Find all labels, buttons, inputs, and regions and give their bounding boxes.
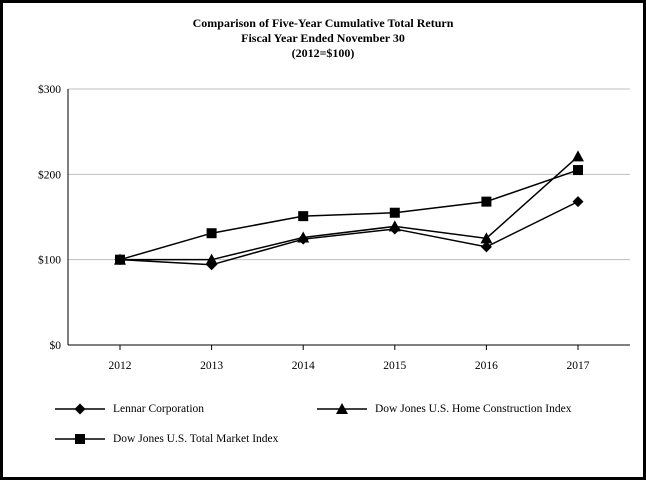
triangle-marker-icon <box>205 253 218 265</box>
triangle-marker-icon <box>480 232 493 244</box>
x-axis-label: 2015 <box>383 360 406 372</box>
legend-item-2: Dow Jones U.S. Total Market Index <box>55 431 317 447</box>
chart-title-line3: (2012=$100) <box>291 46 355 60</box>
x-axis-label: 2017 <box>567 360 590 372</box>
x-axis-label: 2013 <box>200 360 223 372</box>
triangle-marker-icon <box>297 231 310 243</box>
triangle-marker-icon <box>572 150 584 162</box>
series-line-1 <box>120 155 579 261</box>
square-marker-icon <box>115 254 125 265</box>
square-marker-icon <box>389 207 400 218</box>
triangle-legend-icon <box>317 403 367 414</box>
x-axis-label: 2016 <box>475 360 498 372</box>
chart-plot: $0 $100 $200 $300 2012 2013 2014 2015 2016 2017 <box>38 83 630 372</box>
chart-title-line2: Fiscal Year Ended November 30 <box>241 31 405 45</box>
legend-item-1: Dow Jones U.S. Home Construction Index <box>317 401 571 417</box>
series-line-0 <box>119 200 579 266</box>
square-marker-icon <box>75 434 85 444</box>
x-axis-label: 2014 <box>292 360 315 372</box>
triangle-marker-icon <box>388 220 401 232</box>
triangle-marker-icon <box>336 403 348 414</box>
y-axis-label: $200 <box>38 168 61 181</box>
y-axis-label: $300 <box>38 83 61 96</box>
diamond-marker-icon <box>74 403 86 415</box>
square-marker-icon <box>481 196 492 207</box>
square-marker-icon <box>573 165 583 176</box>
square-marker-icon <box>206 228 217 239</box>
square-marker-icon <box>298 211 309 222</box>
diamond-marker-icon <box>480 241 492 253</box>
legend-label: Dow Jones U.S. Total Market Index <box>113 433 279 445</box>
y-axis-label: $100 <box>38 254 61 267</box>
legend-item-0: Lennar Corporation <box>55 401 317 417</box>
diamond-legend-icon <box>55 403 105 415</box>
chart-legend: Lennar Corporation Dow Jones U.S. Home Co… <box>55 401 571 447</box>
chart-title: Comparison of Five-Year Cumulative Total… <box>3 16 643 61</box>
legend-label: Lennar Corporation <box>113 403 205 415</box>
series-line-2 <box>119 169 579 261</box>
square-legend-icon <box>55 434 105 444</box>
y-axis-label: $0 <box>50 339 62 352</box>
diamond-marker-icon <box>572 196 584 208</box>
x-axis-label: 2012 <box>109 360 132 372</box>
chart-title-line1: Comparison of Five-Year Cumulative Total… <box>192 16 454 30</box>
legend-label: Dow Jones U.S. Home Construction Index <box>375 403 572 415</box>
